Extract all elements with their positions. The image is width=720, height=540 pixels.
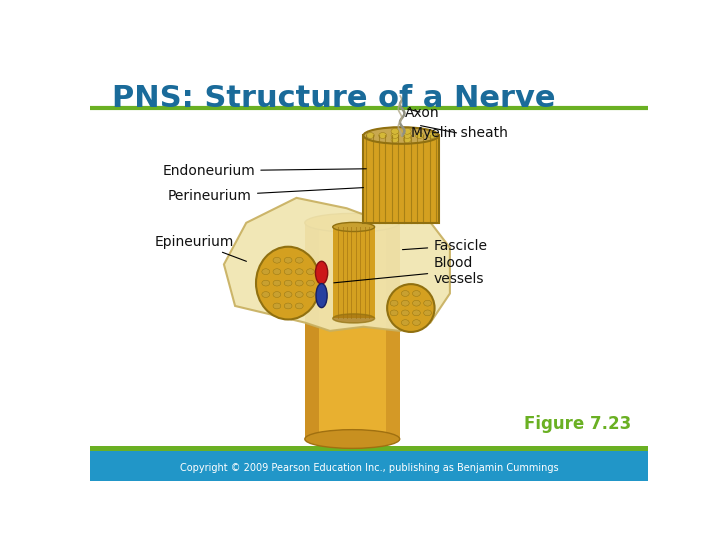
- Circle shape: [403, 137, 411, 143]
- Ellipse shape: [256, 247, 320, 320]
- Text: Myelin sheath: Myelin sheath: [411, 126, 508, 140]
- Circle shape: [413, 300, 420, 306]
- Circle shape: [390, 300, 398, 306]
- Circle shape: [428, 133, 436, 138]
- Circle shape: [366, 133, 374, 138]
- Circle shape: [295, 280, 303, 286]
- Circle shape: [284, 269, 292, 274]
- Text: Fascicle: Fascicle: [402, 239, 487, 253]
- Bar: [90, 453, 648, 461]
- Ellipse shape: [333, 222, 374, 232]
- Circle shape: [295, 292, 303, 298]
- Bar: [90, 446, 648, 451]
- Circle shape: [391, 129, 399, 134]
- Circle shape: [401, 291, 409, 296]
- Text: Perineurium: Perineurium: [168, 187, 364, 203]
- Circle shape: [390, 310, 398, 316]
- Text: PNS: Structure of a Nerve: PNS: Structure of a Nerve: [112, 84, 556, 112]
- Circle shape: [273, 258, 281, 263]
- Circle shape: [401, 310, 409, 316]
- Bar: [90, 451, 648, 481]
- Circle shape: [423, 310, 431, 316]
- Text: Blood
vessels: Blood vessels: [334, 255, 484, 286]
- Ellipse shape: [387, 284, 435, 332]
- Circle shape: [273, 292, 281, 298]
- Bar: [386, 223, 400, 439]
- Circle shape: [415, 133, 423, 138]
- Bar: [305, 223, 400, 439]
- Text: Endoneurium: Endoneurium: [163, 164, 366, 178]
- Circle shape: [401, 300, 409, 306]
- Circle shape: [284, 303, 292, 309]
- Circle shape: [273, 280, 281, 286]
- Text: Figure 7.23: Figure 7.23: [524, 415, 631, 433]
- Circle shape: [403, 133, 411, 138]
- Bar: [333, 227, 374, 319]
- Circle shape: [391, 133, 399, 138]
- Circle shape: [307, 292, 315, 298]
- Circle shape: [307, 269, 315, 274]
- Circle shape: [379, 133, 387, 138]
- Circle shape: [413, 310, 420, 316]
- Bar: [364, 136, 438, 223]
- Circle shape: [262, 292, 270, 298]
- Polygon shape: [224, 198, 450, 331]
- Circle shape: [295, 258, 303, 263]
- Circle shape: [295, 269, 303, 274]
- Circle shape: [295, 303, 303, 309]
- Circle shape: [403, 129, 411, 134]
- Ellipse shape: [305, 213, 400, 232]
- Text: Axon: Axon: [405, 106, 440, 120]
- Circle shape: [273, 303, 281, 309]
- Circle shape: [391, 137, 399, 143]
- Ellipse shape: [315, 261, 328, 284]
- Bar: [305, 223, 319, 439]
- Circle shape: [284, 280, 292, 286]
- Text: Epineurium: Epineurium: [154, 234, 246, 261]
- Circle shape: [401, 320, 409, 326]
- Circle shape: [273, 269, 281, 274]
- Circle shape: [423, 300, 431, 306]
- Circle shape: [413, 291, 420, 296]
- Ellipse shape: [364, 127, 438, 144]
- Ellipse shape: [333, 314, 374, 323]
- Text: Copyright © 2009 Pearson Education Inc., publishing as Benjamin Cummings: Copyright © 2009 Pearson Education Inc.,…: [180, 463, 558, 473]
- Circle shape: [262, 269, 270, 274]
- Circle shape: [262, 280, 270, 286]
- Circle shape: [307, 280, 315, 286]
- Circle shape: [284, 292, 292, 298]
- Ellipse shape: [305, 430, 400, 448]
- Bar: [90, 451, 648, 456]
- Circle shape: [284, 258, 292, 263]
- Ellipse shape: [316, 284, 327, 308]
- Circle shape: [413, 320, 420, 326]
